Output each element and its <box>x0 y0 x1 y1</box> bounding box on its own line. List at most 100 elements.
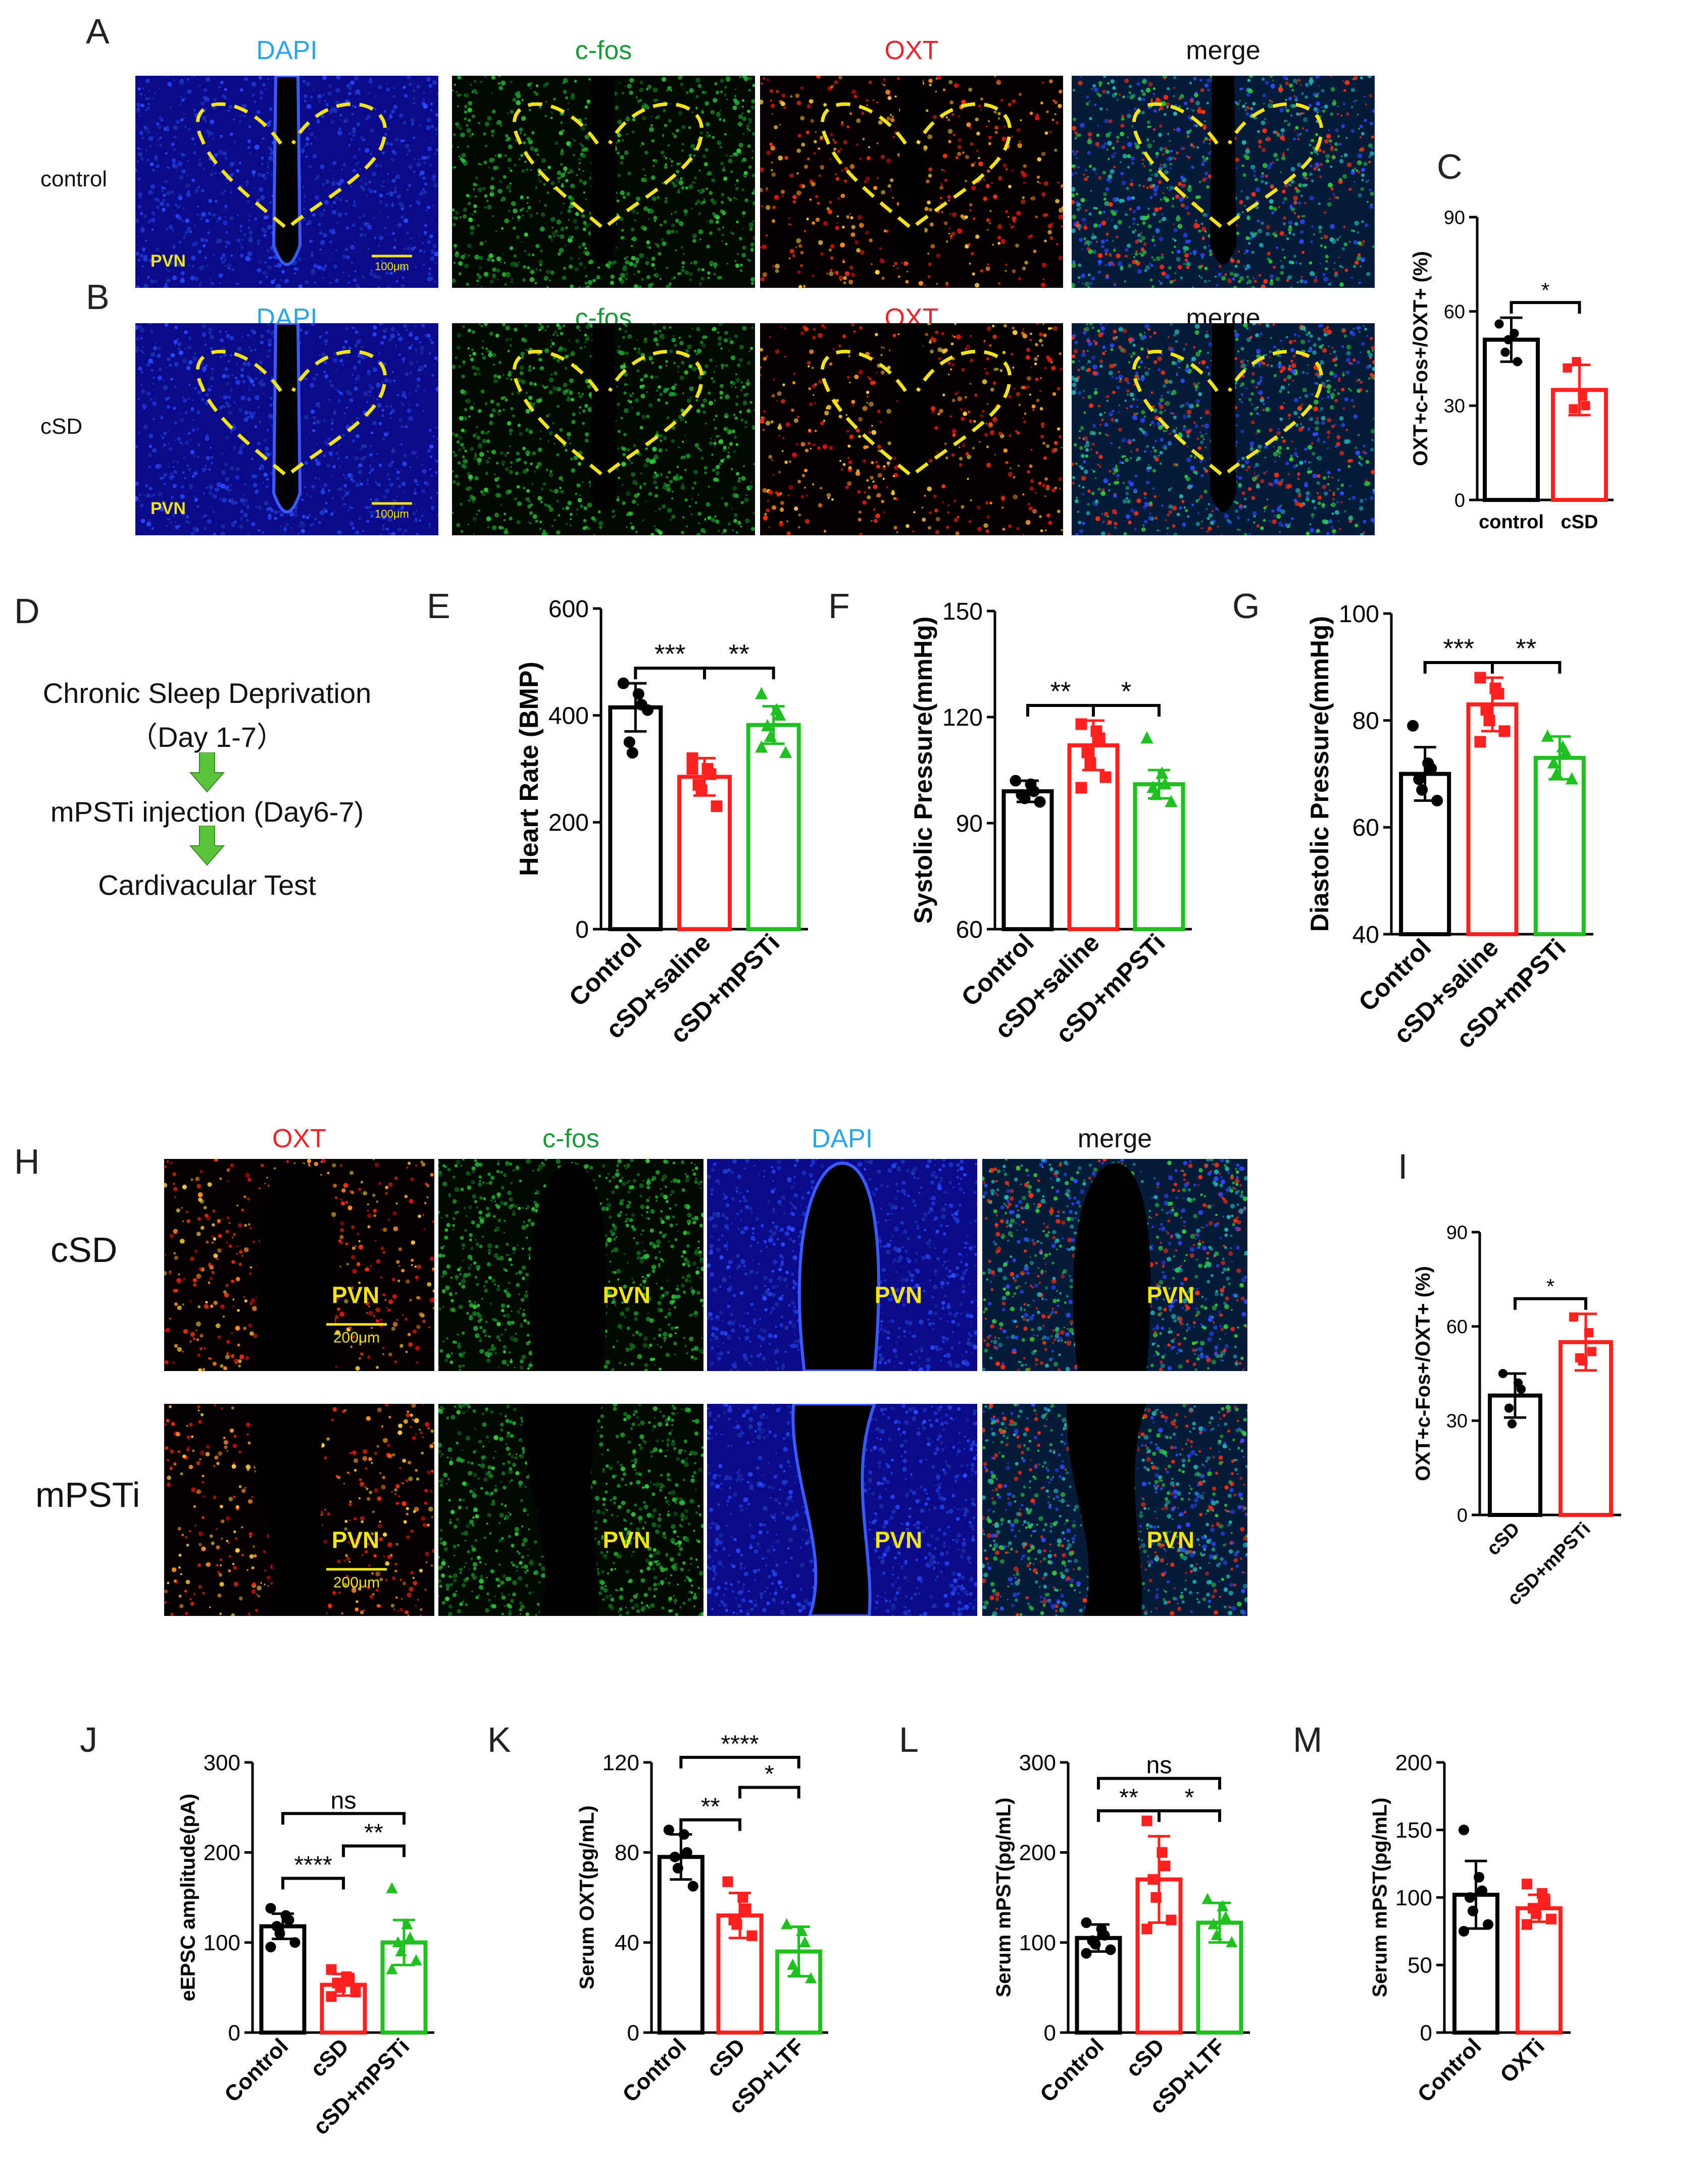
panel-letter-l: L <box>899 1720 919 1759</box>
panel-letter-g: G <box>1232 586 1260 626</box>
data-point <box>1569 1312 1579 1322</box>
column-label-oxt: OXT <box>884 36 939 65</box>
protocol-step-3: Cardivacular Test <box>98 869 316 901</box>
data-point <box>1217 1900 1229 1911</box>
data-point <box>1075 782 1087 794</box>
data-point <box>678 1829 689 1840</box>
data-point <box>1093 732 1106 744</box>
data-point <box>326 1964 337 1975</box>
x-tick-label: cSD <box>1483 1518 1524 1560</box>
data-point <box>1226 1936 1238 1948</box>
data-point <box>1211 1929 1223 1940</box>
micrograph-dapi: PVN <box>707 1404 977 1616</box>
bar <box>746 723 801 931</box>
data-point <box>1208 1918 1220 1930</box>
data-point <box>1550 767 1564 779</box>
data-point <box>1510 329 1519 338</box>
bar <box>677 775 732 931</box>
region-label: PVN <box>1147 1527 1195 1553</box>
significance-label: *** <box>655 639 686 669</box>
data-point <box>773 708 786 721</box>
data-point <box>695 784 708 796</box>
data-point <box>289 1937 300 1948</box>
region-label: PVN <box>603 1527 651 1553</box>
y-axis-label: Diastolic Pressure(mmHg) <box>1305 616 1334 932</box>
data-point <box>1090 1939 1101 1950</box>
data-point <box>1166 1914 1177 1925</box>
data-point <box>1521 1879 1533 1890</box>
data-point <box>1474 736 1486 748</box>
data-point <box>1545 1913 1557 1924</box>
data-point <box>1473 1871 1485 1883</box>
data-point <box>1034 796 1046 808</box>
significance-bracket <box>281 1812 406 1825</box>
data-point <box>1492 688 1504 700</box>
data-point <box>1081 746 1093 758</box>
micrograph-dapi: PVN <box>707 1159 977 1371</box>
data-point <box>1105 1944 1116 1955</box>
region-label: PVN <box>875 1527 923 1553</box>
data-point <box>1028 785 1040 797</box>
data-point <box>1147 1874 1159 1885</box>
x-tick-label: control <box>1479 512 1544 533</box>
data-point <box>265 1942 276 1953</box>
significance-bracket <box>1097 1777 1221 1790</box>
data-point <box>326 1991 337 2002</box>
x-tick-label: cSD <box>1121 2034 1169 2082</box>
y-tick-label: 200 <box>548 809 589 836</box>
y-tick-label: 0 <box>1457 1505 1468 1526</box>
panel-letter-j: J <box>80 1720 97 1759</box>
significance-bracket <box>1026 704 1095 717</box>
data-point <box>1578 391 1587 401</box>
data-point <box>681 1847 692 1858</box>
scale-bar-label: 200μm <box>333 1330 380 1346</box>
significance-bracket <box>281 1877 345 1890</box>
significance-bracket <box>342 1844 406 1857</box>
data-point <box>1157 1847 1168 1858</box>
data-point <box>1547 756 1561 769</box>
data-point <box>737 1892 748 1903</box>
data-point <box>669 1851 680 1862</box>
y-tick-label: 0 <box>228 2020 240 2045</box>
significance-label: ns <box>1146 1752 1172 1779</box>
row-label-mpsti: mPSTi <box>35 1475 140 1514</box>
row-label-csd: cSD <box>40 414 83 439</box>
y-tick-label: 60 <box>1444 301 1465 323</box>
significance-label: ** <box>1516 634 1536 664</box>
y-tick-label: 90 <box>1446 1222 1468 1243</box>
data-point <box>1483 715 1495 727</box>
region-label: PVN <box>150 251 186 271</box>
data-point <box>1416 784 1428 796</box>
column-label-merge: merge <box>1077 1124 1152 1153</box>
data-point <box>1541 729 1554 742</box>
data-point <box>1160 1860 1171 1871</box>
significance-bracket <box>634 667 706 680</box>
significance-label: * <box>1546 1275 1554 1298</box>
significance-label: * <box>1121 677 1132 706</box>
significance-label: **** <box>721 1731 759 1758</box>
data-point <box>1507 1419 1517 1429</box>
data-point <box>1559 745 1573 758</box>
y-tick-label: 0 <box>627 2020 639 2045</box>
data-point <box>1504 1403 1514 1413</box>
y-tick-label: 100 <box>1339 601 1379 628</box>
data-point <box>1498 1369 1508 1379</box>
data-point <box>796 1924 808 1936</box>
data-point <box>746 1930 758 1941</box>
y-axis-label: Heart Rate (BMP) <box>515 662 544 876</box>
y-tick-label: 100 <box>1019 1931 1056 1955</box>
bar <box>1001 789 1054 931</box>
chart-c: 0 30 60 90 OXT+c-Fos+/OXT+ (%) control cSD * <box>1410 207 1614 533</box>
y-tick-label: 0 <box>1454 490 1465 511</box>
y-tick-label: 60 <box>1352 815 1379 841</box>
panel-letter-k: K <box>487 1720 511 1759</box>
data-point <box>1587 1347 1597 1356</box>
data-point <box>1572 357 1581 367</box>
column-label-oxt: OXT <box>272 1124 326 1153</box>
micrograph-c-fos <box>452 323 755 535</box>
significance-label: ** <box>364 1819 383 1846</box>
micrograph-oxt: PVN 200μm <box>164 1404 434 1616</box>
